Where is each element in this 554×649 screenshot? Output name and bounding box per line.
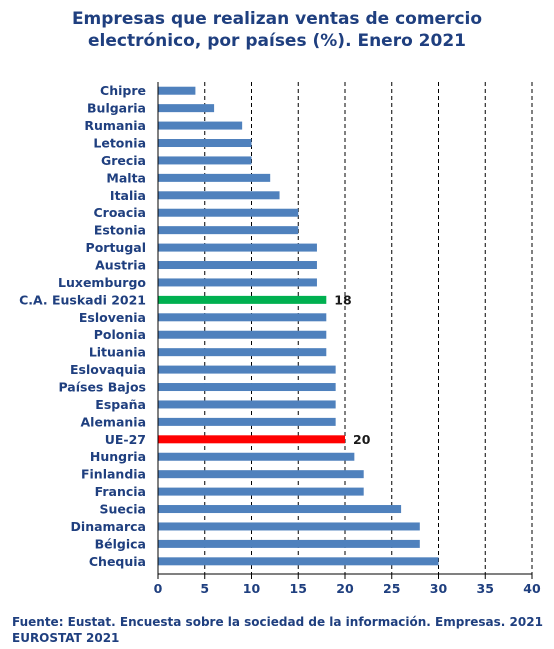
bar <box>158 435 345 444</box>
category-label: Suecia <box>99 502 146 517</box>
bar <box>158 557 439 566</box>
category-label: Hungria <box>90 449 146 464</box>
bar <box>158 383 336 392</box>
category-label: Malta <box>106 170 146 185</box>
bar <box>158 261 317 270</box>
category-label: Chequia <box>89 554 146 569</box>
bar <box>158 330 327 339</box>
category-label: Polonia <box>94 327 146 342</box>
bar <box>158 191 280 200</box>
data-label: 20 <box>353 432 371 447</box>
bar <box>158 278 317 287</box>
source-line-2: EUROSTAT 2021 <box>12 631 120 645</box>
category-label: Bulgaria <box>87 101 146 116</box>
bar <box>158 295 327 304</box>
bar <box>158 86 196 95</box>
bar <box>158 487 364 496</box>
category-label: Luxemburgo <box>58 275 146 290</box>
x-tick-label: 5 <box>200 581 209 596</box>
category-label: Portugal <box>86 240 146 255</box>
bar <box>158 452 355 461</box>
category-label: C.A. Euskadi 2021 <box>19 292 146 307</box>
category-label: Grecia <box>101 153 146 168</box>
bar <box>158 522 420 531</box>
bar <box>158 139 252 148</box>
category-label: Bélgica <box>95 536 146 551</box>
bar <box>158 156 252 165</box>
bar <box>158 173 271 182</box>
category-label: Eslovenia <box>79 310 146 325</box>
category-label: Finlandia <box>81 467 146 482</box>
category-label: Alemania <box>80 414 146 429</box>
category-label: Chipre <box>100 83 146 98</box>
category-label: Lituania <box>89 345 146 360</box>
x-tick-label: 0 <box>154 581 163 596</box>
category-label: Italia <box>110 188 146 203</box>
category-label: Francia <box>95 484 146 499</box>
bar <box>158 243 317 252</box>
bar <box>158 226 299 235</box>
x-tick-label: 35 <box>477 581 494 596</box>
bar <box>158 470 364 479</box>
x-tick-label: 30 <box>430 581 448 596</box>
source-note: Fuente: Eustat. Encuesta sobre la socied… <box>12 614 543 646</box>
category-label: Letonia <box>93 136 146 151</box>
category-label: UE-27 <box>105 432 146 447</box>
bar <box>158 313 327 322</box>
category-label: Austria <box>95 258 146 273</box>
bar <box>158 208 299 217</box>
x-tick-label: 40 <box>523 581 541 596</box>
chart-title: Empresas que realizan ventas de comercio… <box>0 8 554 52</box>
bar <box>158 121 243 130</box>
x-tick-label: 10 <box>243 581 261 596</box>
title-line-1: Empresas que realizan ventas de comercio <box>71 9 483 29</box>
bar <box>158 505 402 514</box>
bar <box>158 348 327 357</box>
x-tick-label: 25 <box>383 581 400 596</box>
bar <box>158 365 336 374</box>
data-label: 18 <box>334 292 351 307</box>
bar <box>158 539 420 548</box>
category-label: Eslovaquia <box>70 362 146 377</box>
category-label: Rumania <box>84 118 146 133</box>
bar <box>158 104 215 113</box>
x-tick-label: 15 <box>290 581 307 596</box>
title-line-2: electrónico, por países (%). Enero 2021 <box>87 31 466 51</box>
category-label: España <box>95 397 146 412</box>
category-label: Países Bajos <box>58 380 146 395</box>
category-label: Croacia <box>94 205 147 220</box>
category-label: Estonia <box>94 223 146 238</box>
category-label: Dinamarca <box>71 519 146 534</box>
x-tick-label: 20 <box>336 581 354 596</box>
bar <box>158 417 336 426</box>
source-line-1: Fuente: Eustat. Encuesta sobre la socied… <box>12 615 543 629</box>
bar <box>158 400 336 409</box>
